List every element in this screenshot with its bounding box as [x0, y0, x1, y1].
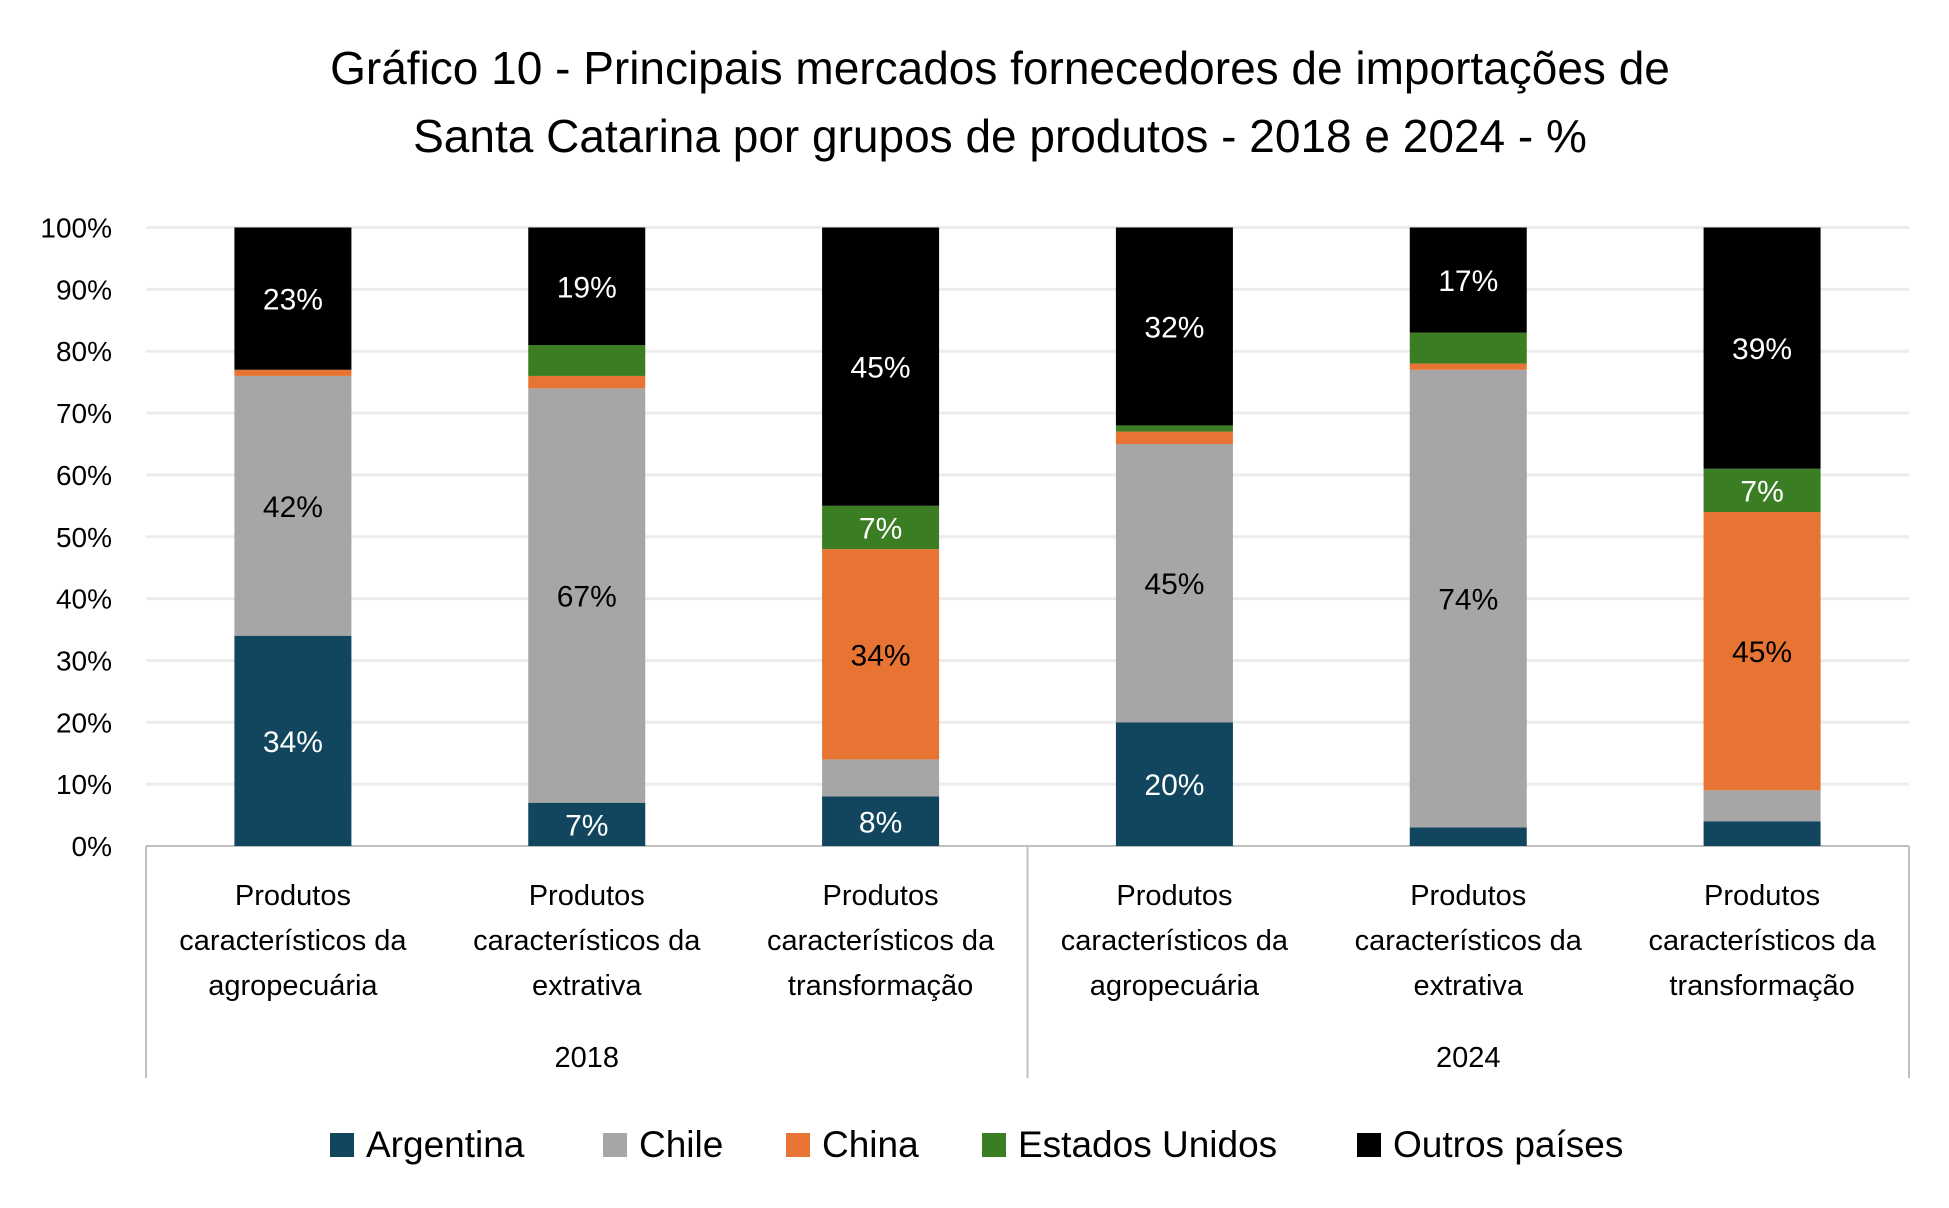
y-tick-label: 90% — [56, 274, 112, 305]
legend-label: Argentina — [366, 1124, 525, 1165]
bar-segment-estados-unidos — [1703, 468, 1821, 513]
category-label: Produtos — [1704, 880, 1820, 912]
category-label: Produtos — [235, 880, 351, 912]
category-label: transformação — [1669, 970, 1854, 1002]
bar-segment-argentina — [1703, 821, 1821, 846]
category-label: agropecuária — [1090, 970, 1260, 1002]
bar-segment-outros-países — [234, 227, 352, 370]
data-label: 45% — [851, 352, 911, 385]
legend-swatch — [1357, 1133, 1381, 1157]
category-label: Produtos — [529, 880, 645, 912]
y-tick-label: 60% — [56, 460, 112, 491]
bar-segment-china — [1409, 363, 1527, 370]
data-label: 67% — [557, 581, 617, 614]
legend-label: Chile — [639, 1124, 723, 1165]
data-label: 34% — [263, 726, 323, 759]
bar-segment-chile — [1409, 369, 1527, 828]
bar-segment-chile — [822, 759, 940, 797]
data-label: 23% — [263, 284, 323, 317]
bar-segment-argentina — [1409, 827, 1527, 846]
chart-title: Santa Catarina por grupos de produtos - … — [413, 110, 1587, 162]
bar-segment-china — [234, 369, 352, 376]
y-tick-label: 70% — [56, 398, 112, 429]
chart-title: Gráfico 10 - Principais mercados fornece… — [330, 42, 1670, 94]
data-label: 39% — [1732, 333, 1792, 366]
legend-swatch — [603, 1133, 627, 1157]
data-label: 19% — [557, 271, 617, 304]
y-tick-label: 20% — [56, 707, 112, 738]
category-label: característicos da — [473, 925, 701, 957]
bar-segment-estados-unidos — [528, 345, 646, 376]
y-tick-label: 0% — [72, 831, 112, 862]
data-label: 34% — [851, 639, 911, 672]
y-tick-label: 50% — [56, 522, 112, 553]
bar-segment-outros-países — [528, 227, 646, 346]
bar-segment-outros-países — [822, 227, 940, 506]
category-label: característicos da — [1061, 925, 1289, 957]
category-label: agropecuária — [208, 970, 378, 1002]
bar-segment-argentina — [234, 635, 352, 846]
bar-segment-china — [528, 375, 646, 389]
category-label: extrativa — [532, 970, 642, 1002]
y-tick-label: 10% — [56, 769, 112, 800]
data-label: 17% — [1438, 265, 1498, 298]
data-label: 7% — [1740, 475, 1783, 508]
bar-segment-outros-países — [1409, 227, 1527, 333]
category-label: característicos da — [1355, 925, 1583, 957]
category-label: característicos da — [1648, 925, 1876, 957]
bar-segment-estados-unidos — [1115, 425, 1233, 432]
bar-segment-china — [1115, 431, 1233, 444]
bar-segment-outros-países — [1703, 227, 1821, 469]
y-tick-label: 100% — [40, 213, 112, 244]
group-label: 2024 — [1436, 1042, 1501, 1074]
y-tick-label: 40% — [56, 584, 112, 615]
bar-segment-estados-unidos — [822, 505, 940, 550]
y-tick-label: 30% — [56, 645, 112, 676]
category-label: característicos da — [179, 925, 407, 957]
data-label: 42% — [263, 491, 323, 524]
bar-segment-argentina — [822, 796, 940, 846]
data-label: 45% — [1732, 636, 1792, 669]
y-tick-label: 80% — [56, 336, 112, 367]
bar-segment-argentina — [1115, 722, 1233, 846]
data-label: 20% — [1144, 769, 1204, 802]
bar-segment-estados-unidos — [1409, 332, 1527, 364]
data-label: 8% — [859, 806, 902, 839]
data-label: 74% — [1438, 584, 1498, 617]
group-label: 2018 — [554, 1042, 619, 1074]
category-label: transformação — [788, 970, 973, 1002]
category-label: extrativa — [1413, 970, 1523, 1002]
bar-segment-chile — [1703, 790, 1821, 822]
legend-label: Estados Unidos — [1018, 1124, 1277, 1165]
legend-swatch — [330, 1133, 354, 1157]
bar-segment-outros-países — [1115, 227, 1233, 426]
data-label: 7% — [859, 512, 902, 545]
bar-segment-chile — [1115, 443, 1233, 723]
bar-segment-chile — [528, 388, 646, 803]
legend-swatch — [982, 1133, 1006, 1157]
category-label: Produtos — [1116, 880, 1232, 912]
category-label: característicos da — [767, 925, 995, 957]
bar-segment-chile — [234, 375, 352, 636]
legend-label: China — [822, 1124, 919, 1165]
data-label: 45% — [1144, 568, 1204, 601]
data-label: 32% — [1144, 311, 1204, 344]
data-label: 7% — [565, 809, 608, 842]
bar-segment-china — [822, 549, 940, 760]
legend-swatch — [786, 1133, 810, 1157]
category-label: Produtos — [823, 880, 939, 912]
category-label: Produtos — [1410, 880, 1526, 912]
legend-label: Outros países — [1393, 1124, 1623, 1165]
bar-segment-china — [1703, 512, 1821, 791]
bar-segment-argentina — [528, 802, 646, 846]
